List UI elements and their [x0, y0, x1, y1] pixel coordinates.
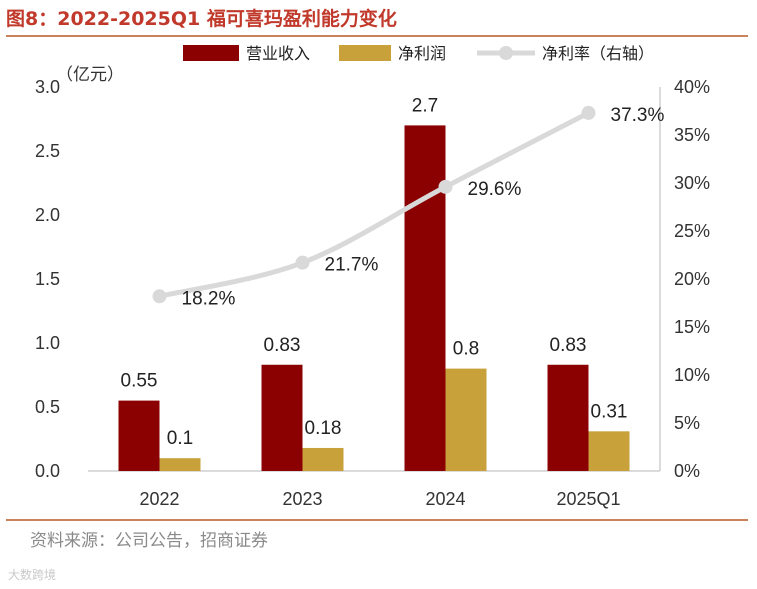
x-tick-label: 2022 — [139, 489, 179, 509]
revenue-data-label: 0.55 — [121, 371, 158, 392]
legend: 营业收入 净利润 净利率（右轴） — [183, 44, 654, 63]
x-tick-label: 2024 — [425, 489, 465, 509]
x-tick-label: 2023 — [282, 489, 322, 509]
y2-tick-label: 35% — [674, 125, 710, 145]
profit-data-label: 0.18 — [305, 418, 342, 439]
y2-tick-label: 5% — [674, 413, 700, 433]
profit-bar — [445, 368, 487, 471]
legend-swatch-revenue — [183, 45, 239, 61]
source-note: 资料来源：公司公告，招商证券 — [30, 531, 268, 551]
source-divider — [6, 519, 748, 521]
y-tick-label: 0.0 — [35, 461, 60, 481]
margin-line — [152, 105, 596, 304]
margin-data-label: 21.7% — [325, 255, 379, 276]
profit-data-label: 0.8 — [453, 339, 479, 360]
watermark: 大数跨境 — [8, 568, 57, 582]
margin-point — [438, 179, 453, 194]
y2-tick-label: 10% — [674, 365, 710, 385]
profit-data-label: 0.1 — [167, 428, 193, 449]
legend-label-margin: 净利率（右轴） — [542, 44, 654, 63]
revenue-bar — [261, 364, 303, 471]
margin-data-label: 18.2% — [182, 288, 236, 309]
legend-label-profit: 净利润 — [398, 44, 446, 63]
y2-tick-label: 15% — [674, 317, 710, 337]
axes: 0.0 0.5 1.0 1.5 2.0 2.5 3.0 0% 5% 10% 15% 20% 25% 30%… — [35, 65, 710, 509]
legend-label-revenue: 营业收入 — [246, 44, 310, 63]
revenue-data-label: 2.7 — [412, 95, 438, 116]
revenue-bar — [547, 364, 589, 471]
revenue-data-label: 0.83 — [550, 335, 587, 356]
profit-data-label: 0.31 — [591, 401, 628, 422]
profit-bar — [588, 431, 630, 471]
margin-point — [152, 289, 167, 304]
bars — [118, 125, 630, 472]
profit-bar — [159, 458, 201, 471]
margin-point — [581, 105, 596, 120]
y-tick-label: 0.5 — [35, 397, 60, 417]
y2-tick-label: 30% — [674, 173, 710, 193]
title-divider — [6, 35, 748, 37]
chart: 营业收入 净利润 净利率（右轴） 0.0 0.5 1.0 1.5 2.0 2.5 3.0 0% 5%… — [35, 44, 710, 509]
legend-swatch-margin-marker — [499, 46, 513, 60]
y-tick-label: 3.0 — [35, 77, 60, 97]
y-tick-label: 1.5 — [35, 269, 60, 289]
margin-series-line — [158, 110, 590, 299]
data-labels: 0.55 0.1 0.83 0.18 2.7 0.8 0.83 0.31 18.2% 21.7% 2… — [121, 95, 665, 449]
margin-point — [295, 255, 310, 270]
revenue-bar — [404, 125, 446, 472]
revenue-data-label: 0.83 — [264, 335, 301, 356]
y-axis-unit: （亿元） — [56, 65, 124, 85]
profit-bar — [302, 447, 344, 471]
x-tick-label: 2025Q1 — [556, 489, 620, 509]
legend-swatch-profit — [339, 45, 391, 61]
y2-tick-label: 25% — [674, 221, 710, 241]
margin-data-label: 37.3% — [611, 105, 665, 126]
y2-tick-label: 20% — [674, 269, 710, 289]
y-tick-label: 2.5 — [35, 141, 60, 161]
y2-tick-label: 0% — [674, 461, 700, 481]
margin-data-label: 29.6% — [468, 179, 522, 200]
revenue-bar — [118, 400, 160, 471]
chart-title: 图8：2022-2025Q1 福可喜玛盈利能力变化 — [6, 8, 397, 30]
y-tick-label: 1.0 — [35, 333, 60, 353]
y2-tick-label: 40% — [674, 77, 710, 97]
y-tick-label: 2.0 — [35, 205, 60, 225]
